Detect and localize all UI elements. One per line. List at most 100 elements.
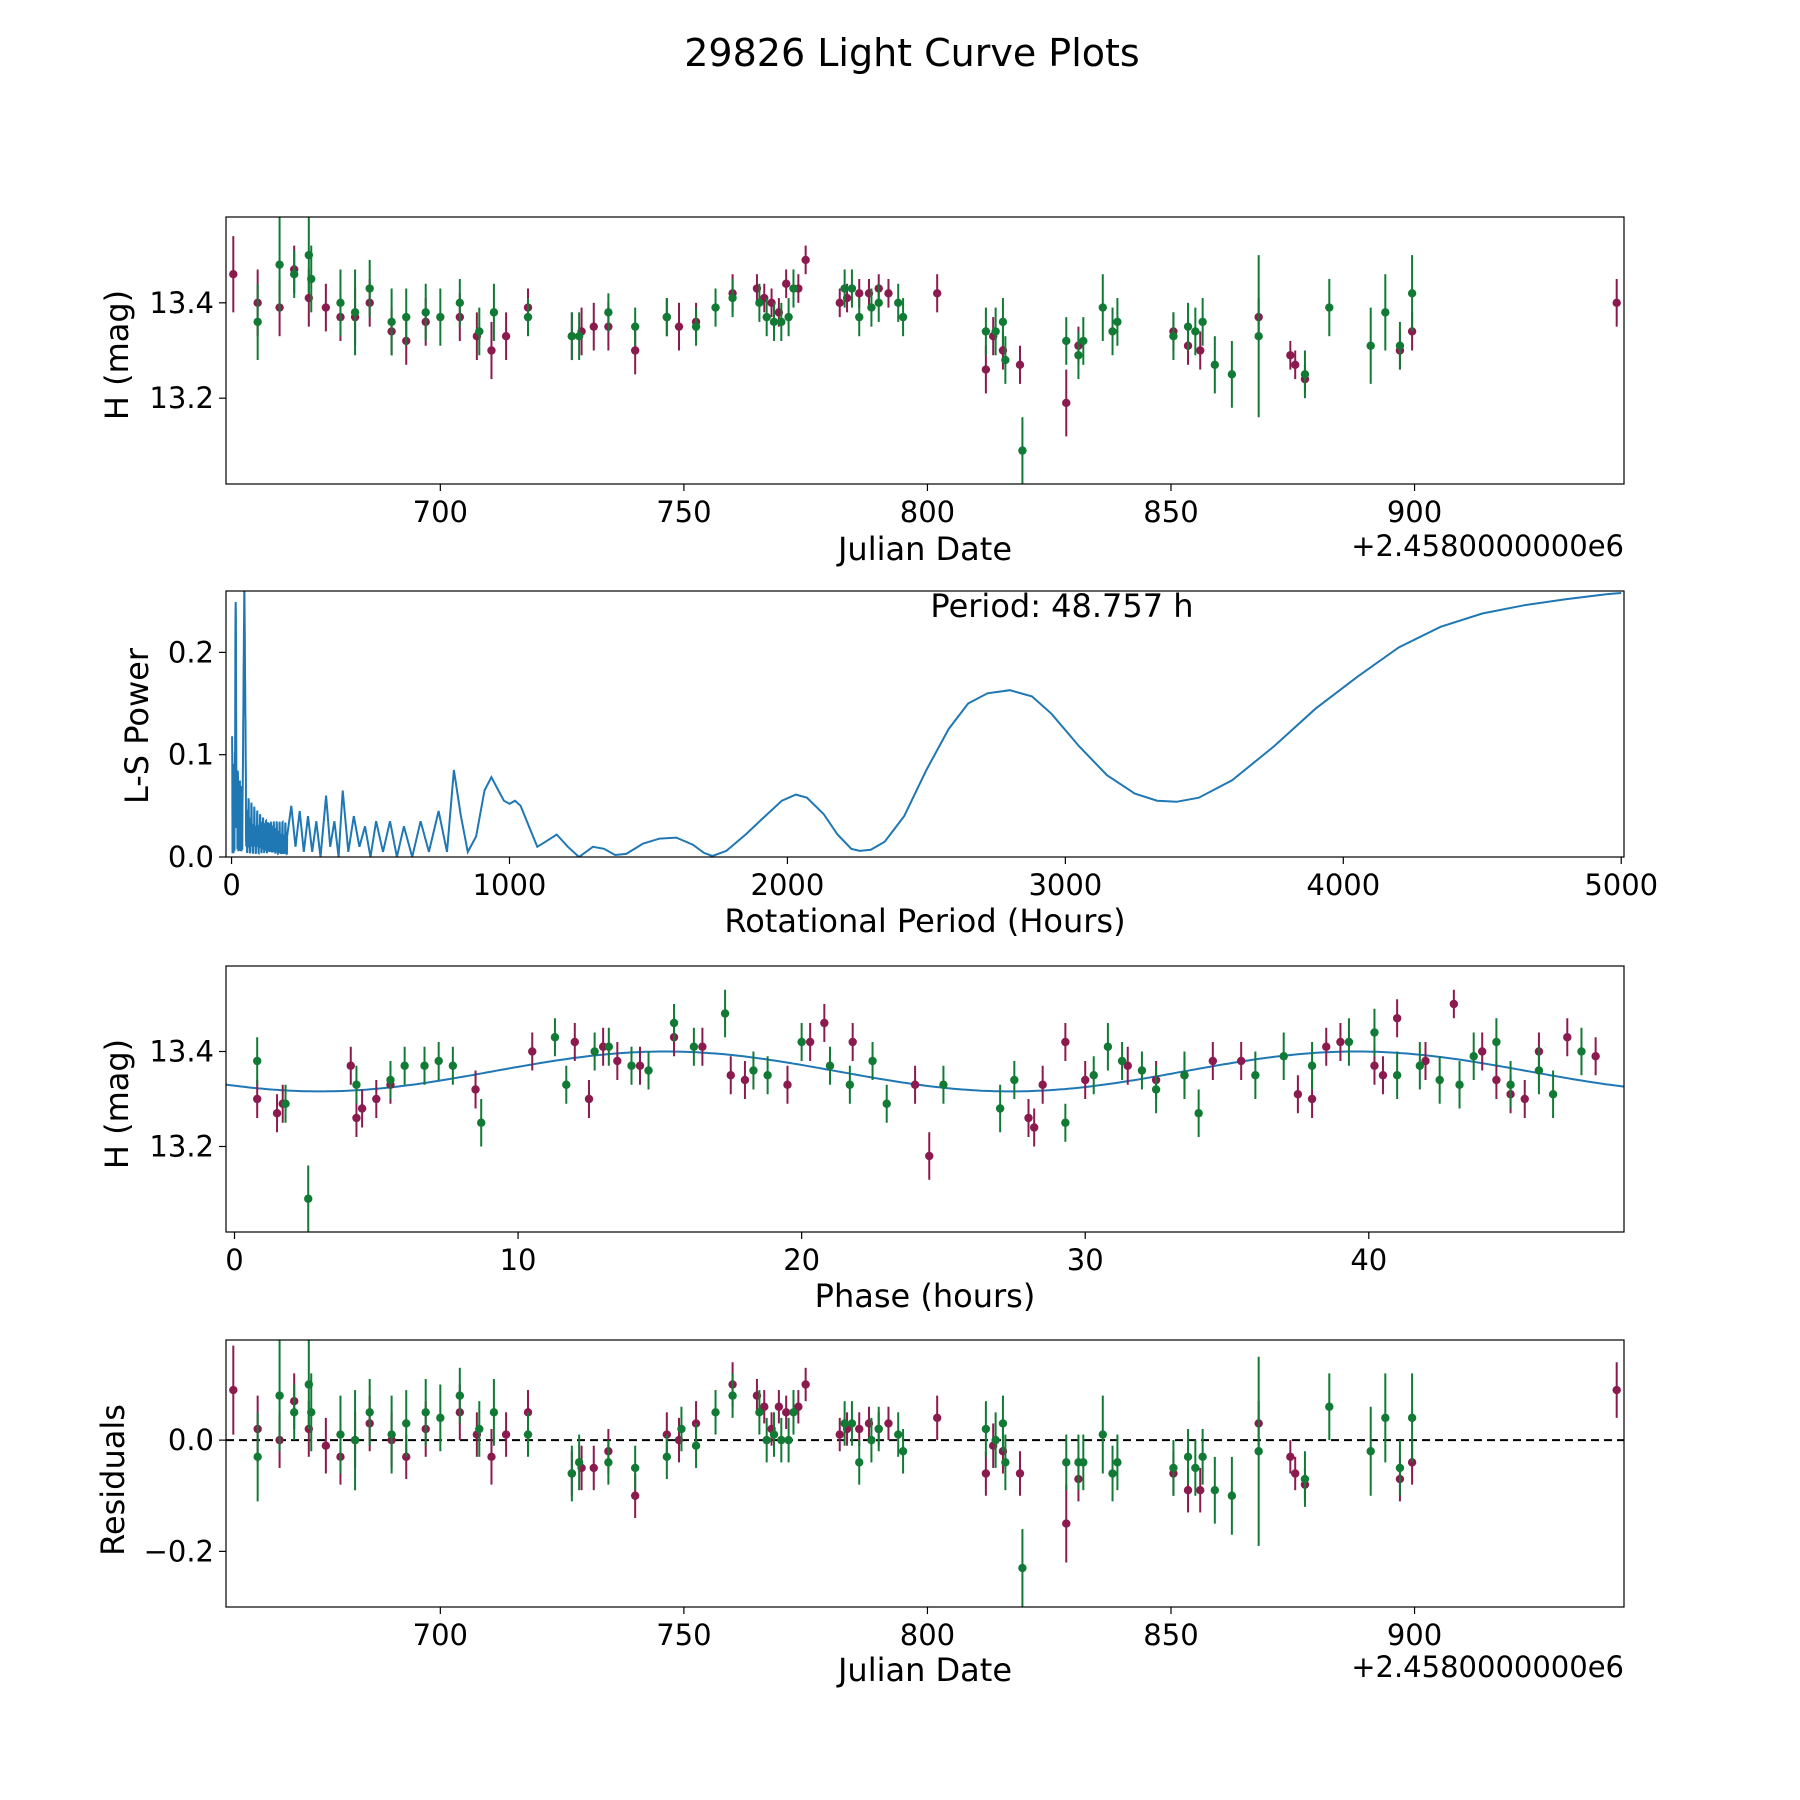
phased-xtick-label: 40	[1350, 1243, 1387, 1277]
residuals-point-green	[998, 1419, 1008, 1428]
phased-point-red	[1392, 1014, 1402, 1023]
residuals-point-green	[455, 1391, 465, 1400]
lightcurve-point-green	[1227, 370, 1237, 379]
lightcurve-point-green	[1210, 360, 1220, 370]
residuals-x-offset: +2.4580000000e6	[1351, 1650, 1624, 1684]
residuals-point-green	[894, 1430, 903, 1439]
lightcurve-point-red	[1062, 398, 1071, 408]
lightcurve-point-red	[801, 255, 810, 265]
phased-point-green	[252, 1056, 262, 1066]
phased-point-red	[570, 1037, 579, 1047]
lightcurve-point-green	[421, 308, 430, 317]
residuals-xtick-label: 900	[1387, 1618, 1442, 1652]
phased-point-green	[825, 1061, 835, 1070]
residuals-point-red	[981, 1469, 991, 1478]
lightcurve-point-green	[662, 312, 672, 322]
lightcurve-panel: Julian Date H (mag) +2.4580000000e6 700 7…	[98, 216, 1625, 568]
phased-point-red	[635, 1061, 645, 1070]
phased-plot-area	[226, 989, 1624, 1232]
phased-point-green	[1548, 1090, 1558, 1099]
phased-model-curve	[226, 1050, 1624, 1093]
lightcurve-point-green	[728, 293, 737, 303]
phased-point-red	[1024, 1113, 1033, 1123]
residuals-point-green	[755, 1408, 764, 1417]
periodogram-xlabel: Rotational Period (Hours)	[724, 902, 1125, 940]
residuals-point-green	[1227, 1491, 1237, 1500]
lightcurve-point-green	[1407, 289, 1417, 298]
residuals-point-green	[728, 1391, 737, 1400]
lightcurve-point-green	[1325, 303, 1334, 312]
residuals-point-green	[981, 1424, 991, 1434]
phased-point-green	[550, 1033, 560, 1042]
phased-point-green	[1534, 1066, 1544, 1075]
phased-point-red	[820, 1018, 829, 1028]
phased-point-green	[1180, 1071, 1189, 1080]
residuals-point-green	[365, 1408, 374, 1417]
phased-point-green	[689, 1042, 699, 1051]
phased-ytick-label: 13.4	[149, 1035, 214, 1069]
lightcurve-point-green	[1074, 351, 1083, 360]
residuals-point-green	[1366, 1447, 1375, 1456]
residuals-xlabel: Julian Date	[836, 1651, 1012, 1689]
lightcurve-point-green	[691, 322, 701, 331]
phased-point-green	[590, 1047, 599, 1056]
residuals-ytick-label: −0.2	[144, 1534, 214, 1568]
residuals-point-green	[1113, 1458, 1122, 1467]
lightcurve-point-green	[981, 327, 991, 336]
lightcurve-point-green	[991, 327, 1000, 336]
phased-xtick-label: 20	[783, 1243, 820, 1277]
lightcurve-point-green	[847, 284, 857, 293]
residuals-point-green	[567, 1469, 577, 1478]
residuals-point-red	[794, 1402, 803, 1411]
residuals-point-red	[774, 1402, 784, 1411]
residuals-point-green	[253, 1452, 262, 1462]
phased-point-red	[1449, 999, 1459, 1009]
residuals-point-red	[321, 1441, 331, 1450]
lightcurve-point-green	[275, 260, 284, 269]
residuals-point-red	[1196, 1485, 1205, 1495]
lightcurve-point-green	[567, 331, 577, 341]
phased-point-green	[1577, 1047, 1586, 1056]
lightcurve-point-green	[1079, 336, 1088, 346]
lightcurve-xtick-label: 850	[1143, 495, 1198, 529]
lightcurve-point-red	[1196, 346, 1205, 355]
residuals-point-red	[1062, 1519, 1071, 1528]
periodogram-plot-area	[231, 591, 1622, 857]
periodogram-ytick-label: 0.2	[168, 635, 214, 669]
lightcurve-point-green	[1395, 341, 1405, 350]
lightcurve-point-red	[781, 279, 791, 288]
residuals-point-green	[769, 1430, 779, 1439]
lightcurve-point-green	[762, 312, 771, 322]
residuals-panel: Julian Date Residuals +2.4580000000e6 70…	[94, 1339, 1625, 1689]
residuals-point-green	[436, 1413, 445, 1423]
phased-point-red	[1123, 1061, 1132, 1070]
lightcurve-point-red	[321, 303, 331, 312]
phased-point-green	[1506, 1080, 1515, 1089]
phased-point-red	[1336, 1037, 1345, 1047]
residuals-point-green	[1183, 1452, 1193, 1462]
lightcurve-point-red	[1291, 360, 1300, 370]
phased-point-green	[562, 1080, 571, 1089]
periodogram-power-line	[231, 591, 1622, 857]
phased-point-green	[1061, 1118, 1070, 1127]
phased-point-red	[783, 1080, 792, 1089]
lightcurve-point-green	[998, 317, 1008, 327]
residuals-point-green	[1018, 1563, 1027, 1573]
phased-point-green	[386, 1075, 395, 1085]
phased-point-red	[848, 1037, 857, 1047]
lightcurve-point-red	[884, 289, 893, 298]
periodogram-ytick-label: 0.1	[168, 738, 214, 772]
phased-point-red	[584, 1094, 594, 1104]
residuals-point-green	[1098, 1430, 1107, 1439]
lightcurve-point-green	[289, 270, 299, 279]
residuals-point-green	[777, 1435, 786, 1445]
phased-point-red	[352, 1113, 361, 1123]
phased-point-red	[613, 1056, 622, 1066]
phased-point-green	[797, 1037, 806, 1047]
phased-point-green	[1392, 1071, 1402, 1080]
lightcurve-ytick-label: 13.2	[149, 381, 214, 415]
phased-panel: Phase (hours) H (mag) 0 10 20 30 40 13.2 13.4	[98, 965, 1625, 1315]
lightcurve-point-green	[253, 317, 262, 327]
lightcurve-point-green	[1198, 317, 1207, 327]
